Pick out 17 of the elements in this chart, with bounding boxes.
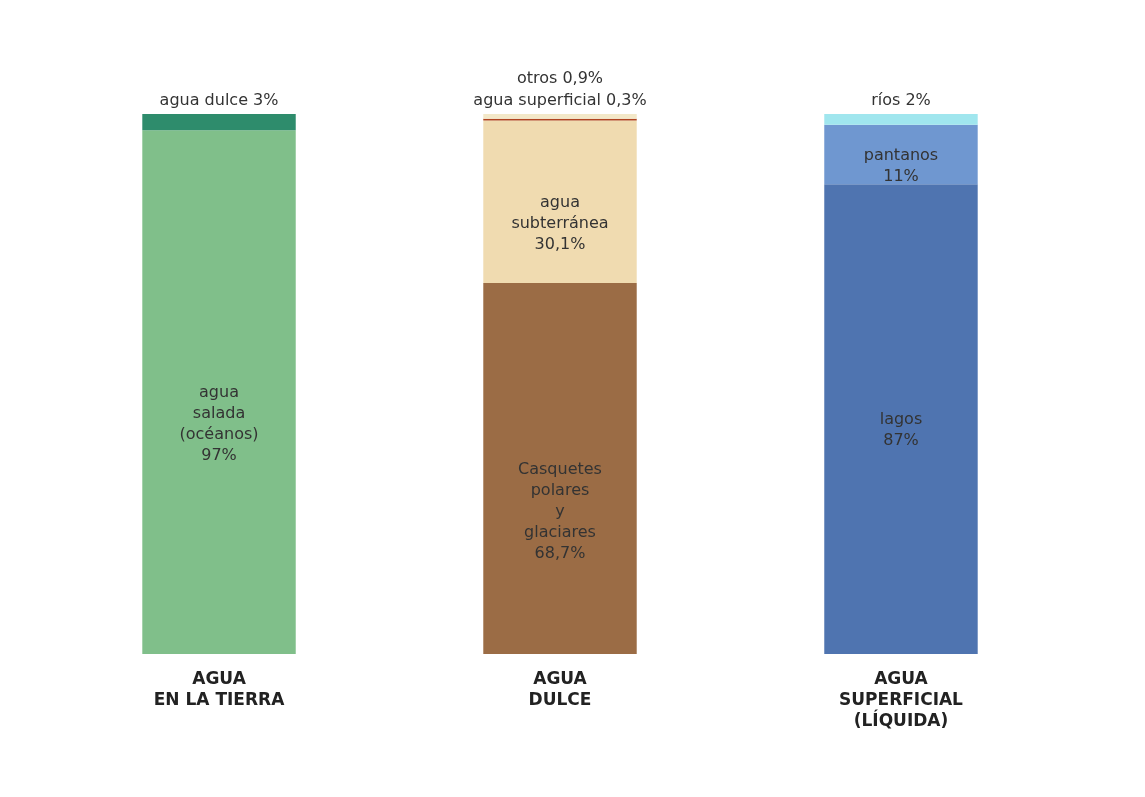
x-tick-label: AGUA EN LA TIERRA	[153, 667, 286, 709]
data-label: 11%	[883, 165, 919, 185]
series-label: agua salada (océanos)	[179, 382, 259, 444]
x-tick-label: AGUA DULCE	[528, 667, 592, 709]
text: ríos 2%	[871, 90, 931, 109]
series-label: agua subterránea	[511, 191, 609, 232]
text: agua superficial 0,3%	[473, 90, 647, 109]
x-tick-label: AGUA SUPERFICIAL (LÍQUIDA)	[839, 667, 964, 730]
data-label: 87%	[883, 430, 919, 450]
text: agua dulce 3%	[159, 90, 279, 109]
series-label: pantanos	[863, 144, 939, 164]
text: otros 0,9%	[516, 68, 604, 87]
data-label: 30,1%	[534, 233, 586, 253]
series-label: lagos	[879, 409, 923, 429]
data-label: 97%	[201, 445, 237, 465]
series-label: Casquetes polares y glaciares	[518, 458, 602, 541]
data-label: 68,7%	[534, 542, 586, 562]
